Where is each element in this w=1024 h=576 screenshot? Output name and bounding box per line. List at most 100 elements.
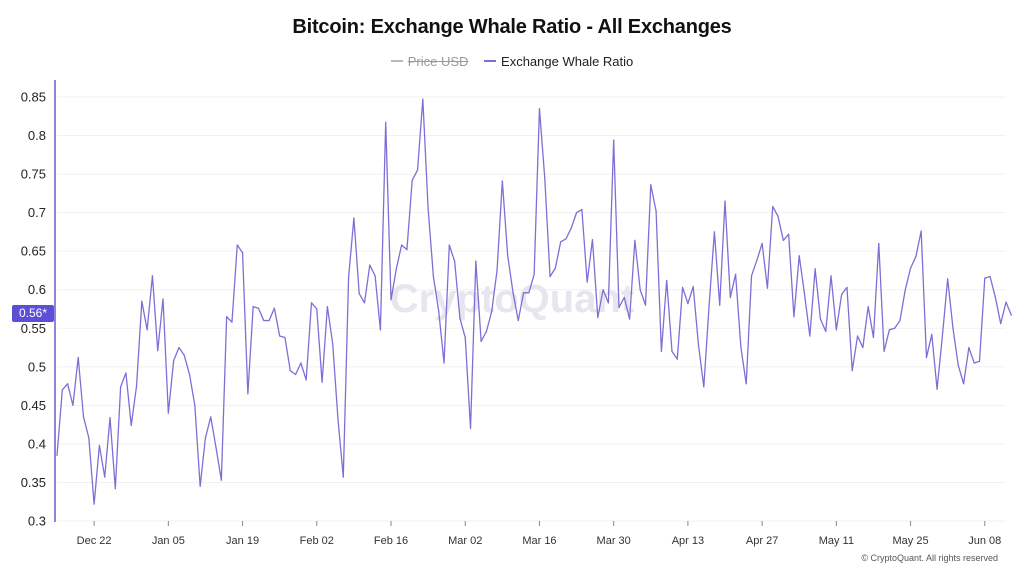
data-point	[294, 373, 297, 376]
chart-title: Bitcoin: Exchange Whale Ratio - All Exch…	[292, 16, 732, 38]
data-point	[878, 242, 880, 245]
data-point	[682, 286, 684, 289]
x-axis: Dec 22 Jan 05 Jan 19 Feb 02 Feb 16 Mar 02 Mar …	[77, 521, 1001, 547]
data-point	[814, 268, 816, 270]
data-point	[316, 308, 318, 310]
data-point	[491, 310, 493, 312]
data-point	[279, 335, 281, 337]
data-point	[575, 212, 578, 214]
legend-label-price-usd: Price USD	[407, 53, 469, 69]
data-point	[809, 335, 811, 337]
data-point	[109, 417, 111, 419]
data-point	[114, 488, 116, 490]
data-point	[740, 346, 742, 349]
data-point	[236, 244, 238, 246]
data-point	[512, 291, 514, 293]
data-point	[697, 344, 700, 346]
legend-item-price-usd[interactable]: Price USD	[390, 53, 469, 69]
y-tick-label: 0.35	[21, 475, 46, 490]
x-tick-label: Mar 30	[597, 535, 631, 547]
data-point	[454, 260, 456, 262]
data-point	[528, 292, 530, 294]
data-point	[560, 241, 562, 243]
data-point	[204, 437, 207, 439]
data-point	[899, 319, 901, 322]
data-point	[538, 107, 541, 110]
data-point	[703, 386, 705, 388]
data-point	[289, 370, 291, 372]
data-point	[554, 267, 556, 269]
x-tick-label: Jan 19	[226, 535, 259, 547]
data-point	[385, 121, 387, 124]
data-point	[215, 447, 217, 449]
data-point	[978, 360, 981, 363]
data-point	[729, 296, 731, 299]
data-point	[67, 383, 69, 385]
data-point	[904, 289, 906, 291]
data-point	[724, 200, 726, 202]
x-tick-label: May 11	[819, 535, 854, 547]
data-point	[252, 306, 254, 308]
data-point	[157, 350, 159, 352]
data-point	[793, 316, 795, 318]
data-point	[82, 416, 85, 418]
data-point	[231, 321, 233, 323]
y-axis: 0.3 0.35 0.4 0.45 0.5 0.55 0.6 0.65 0.7 0.75 0.8 0.…	[21, 90, 46, 529]
data-point	[841, 293, 843, 295]
x-tick-label: May 25	[893, 535, 929, 547]
data-point	[788, 233, 790, 235]
data-point	[273, 307, 275, 309]
data-point	[517, 319, 519, 322]
data-point	[162, 298, 164, 300]
data-point	[257, 307, 260, 309]
data-point	[501, 180, 503, 182]
data-point	[522, 292, 525, 294]
data-point	[835, 329, 837, 331]
data-point	[607, 302, 609, 304]
data-point	[438, 310, 440, 312]
data-point	[247, 393, 249, 395]
legend-item-exchange-whale-ratio[interactable]: Exchange Whale Ratio	[484, 54, 633, 69]
data-point	[830, 275, 832, 277]
data-point	[241, 252, 244, 254]
y-tick-label: 0.45	[21, 398, 46, 413]
data-point	[618, 306, 620, 309]
data-point	[151, 275, 154, 277]
data-point	[544, 177, 546, 179]
x-tick-label: Mar 16	[522, 535, 556, 547]
y-tick-label: 0.8	[28, 128, 46, 143]
data-point	[766, 287, 769, 289]
data-point	[628, 318, 631, 320]
data-point	[284, 336, 286, 339]
data-point	[883, 350, 885, 352]
data-point	[353, 217, 355, 219]
data-point	[374, 275, 376, 277]
data-point	[146, 329, 148, 331]
data-point	[867, 306, 869, 308]
data-point	[687, 303, 689, 305]
data-point	[581, 208, 583, 211]
data-point	[305, 379, 307, 381]
y-tick-label: 0.5	[28, 359, 46, 374]
legend-label-exchange-whale-ratio: Exchange Whale Ratio	[501, 53, 634, 69]
data-point	[268, 319, 270, 322]
data-point	[98, 444, 101, 447]
data-point	[634, 239, 636, 241]
data-point	[549, 276, 551, 278]
data-point	[226, 316, 228, 318]
data-point	[750, 275, 753, 277]
data-point	[263, 319, 265, 322]
data-point	[125, 372, 127, 374]
data-point	[337, 418, 339, 420]
y-tick-label: 0.75	[21, 167, 46, 182]
legend-swatch-price-usd	[390, 60, 403, 62]
x-tick-label: Dec 22	[77, 535, 112, 547]
data-point	[666, 279, 668, 282]
data-point	[422, 98, 424, 100]
data-point	[459, 317, 461, 319]
data-point	[464, 336, 466, 339]
data-point	[872, 336, 875, 339]
legend: Price USD Exchange Whale Ratio	[0, 50, 1024, 69]
y-tick-label: 0.3	[28, 514, 46, 529]
